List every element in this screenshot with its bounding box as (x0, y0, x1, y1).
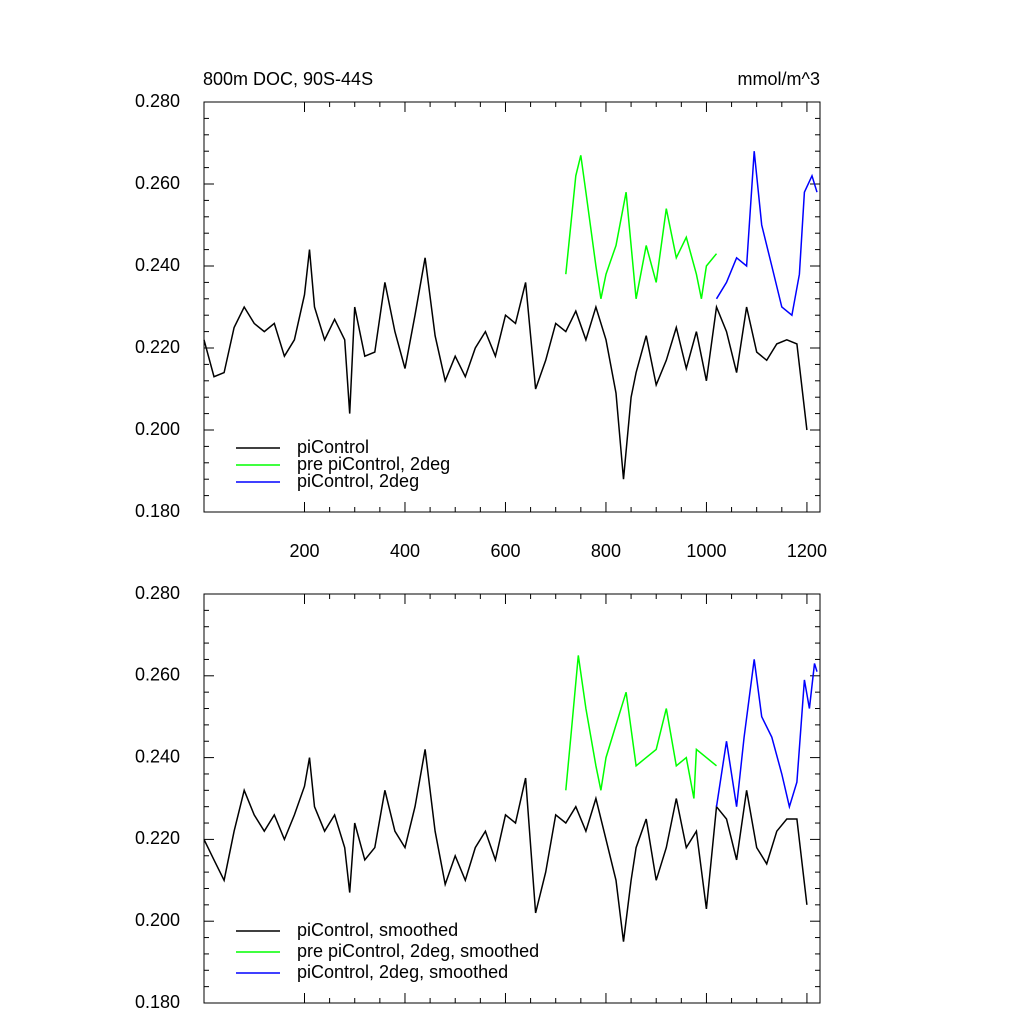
units-label: mmol/m^3 (738, 69, 820, 89)
x-tick-label: 400 (390, 541, 420, 561)
y-tick-label: 0.200 (135, 910, 180, 930)
plot-frame (203, 101, 821, 513)
x-tick-label: 1000 (686, 541, 726, 561)
data-line (565, 655, 717, 799)
y-tick-label: 0.220 (135, 828, 180, 848)
data-line (203, 249, 808, 480)
legend-label: pre piControl, 2deg (297, 454, 450, 474)
chart-title: 800m DOC, 90S-44S (203, 69, 373, 89)
data-line (715, 659, 818, 810)
x-tick-label: 200 (289, 541, 319, 561)
y-tick-label: 0.180 (135, 992, 180, 1012)
legend-label: piControl, 2deg, smoothed (297, 962, 508, 982)
legend-label: piControl, smoothed (297, 920, 458, 940)
plot-frame (203, 593, 821, 1004)
y-tick-label: 0.260 (135, 173, 180, 193)
y-tick-label: 0.180 (135, 501, 180, 521)
x-tick-label: 800 (591, 541, 621, 561)
legend-label: piControl, 2deg (297, 471, 419, 491)
x-tick-label: 1200 (787, 541, 827, 561)
data-line (565, 155, 718, 299)
y-tick-label: 0.280 (135, 91, 180, 111)
y-tick-label: 0.240 (135, 255, 180, 275)
y-tick-label: 0.220 (135, 337, 180, 357)
y-tick-label: 0.260 (135, 665, 180, 685)
legend-label: pre piControl, 2deg, smoothed (297, 941, 539, 961)
y-tick-label: 0.240 (135, 746, 180, 766)
x-tick-label: 600 (490, 541, 520, 561)
data-line (715, 151, 818, 317)
data-line (203, 749, 808, 942)
y-tick-label: 0.280 (135, 583, 180, 603)
legend-label: piControl (297, 437, 369, 457)
y-tick-label: 0.200 (135, 419, 180, 439)
